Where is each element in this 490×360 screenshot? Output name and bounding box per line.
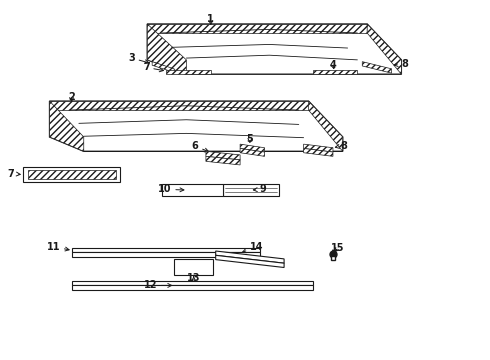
Polygon shape <box>223 184 279 196</box>
Text: 3: 3 <box>128 53 149 64</box>
Text: 2: 2 <box>68 92 75 102</box>
Polygon shape <box>216 255 284 267</box>
Text: 14: 14 <box>243 242 264 253</box>
Polygon shape <box>147 24 186 74</box>
Polygon shape <box>206 156 240 165</box>
Text: 15: 15 <box>331 243 344 253</box>
Polygon shape <box>216 251 284 263</box>
Polygon shape <box>23 167 121 182</box>
Text: 7: 7 <box>143 62 163 72</box>
Text: 11: 11 <box>47 242 69 252</box>
Polygon shape <box>174 259 213 275</box>
Polygon shape <box>309 101 343 151</box>
Text: 9: 9 <box>253 184 267 194</box>
Polygon shape <box>49 101 309 110</box>
Polygon shape <box>240 148 265 156</box>
Polygon shape <box>147 24 367 33</box>
Polygon shape <box>162 184 223 196</box>
Polygon shape <box>49 101 84 151</box>
Polygon shape <box>27 170 116 179</box>
Polygon shape <box>152 62 174 72</box>
Text: 6: 6 <box>192 141 208 152</box>
Text: 8: 8 <box>394 59 408 69</box>
Polygon shape <box>49 101 343 151</box>
Polygon shape <box>314 69 357 74</box>
Text: 12: 12 <box>144 280 172 291</box>
Polygon shape <box>166 69 211 74</box>
Text: 8: 8 <box>335 140 347 150</box>
Text: 13: 13 <box>187 273 200 283</box>
Polygon shape <box>240 144 265 152</box>
Polygon shape <box>304 144 333 152</box>
Text: 5: 5 <box>246 134 253 144</box>
Text: 4: 4 <box>330 60 336 70</box>
Polygon shape <box>362 62 392 73</box>
Polygon shape <box>72 285 314 290</box>
Polygon shape <box>147 24 401 74</box>
Text: 1: 1 <box>207 14 214 24</box>
Polygon shape <box>367 24 401 74</box>
Polygon shape <box>304 148 333 156</box>
Text: 7: 7 <box>8 168 20 179</box>
Polygon shape <box>72 248 260 252</box>
Text: 10: 10 <box>158 184 184 194</box>
Polygon shape <box>72 252 260 257</box>
Polygon shape <box>72 281 314 285</box>
Polygon shape <box>206 151 240 160</box>
